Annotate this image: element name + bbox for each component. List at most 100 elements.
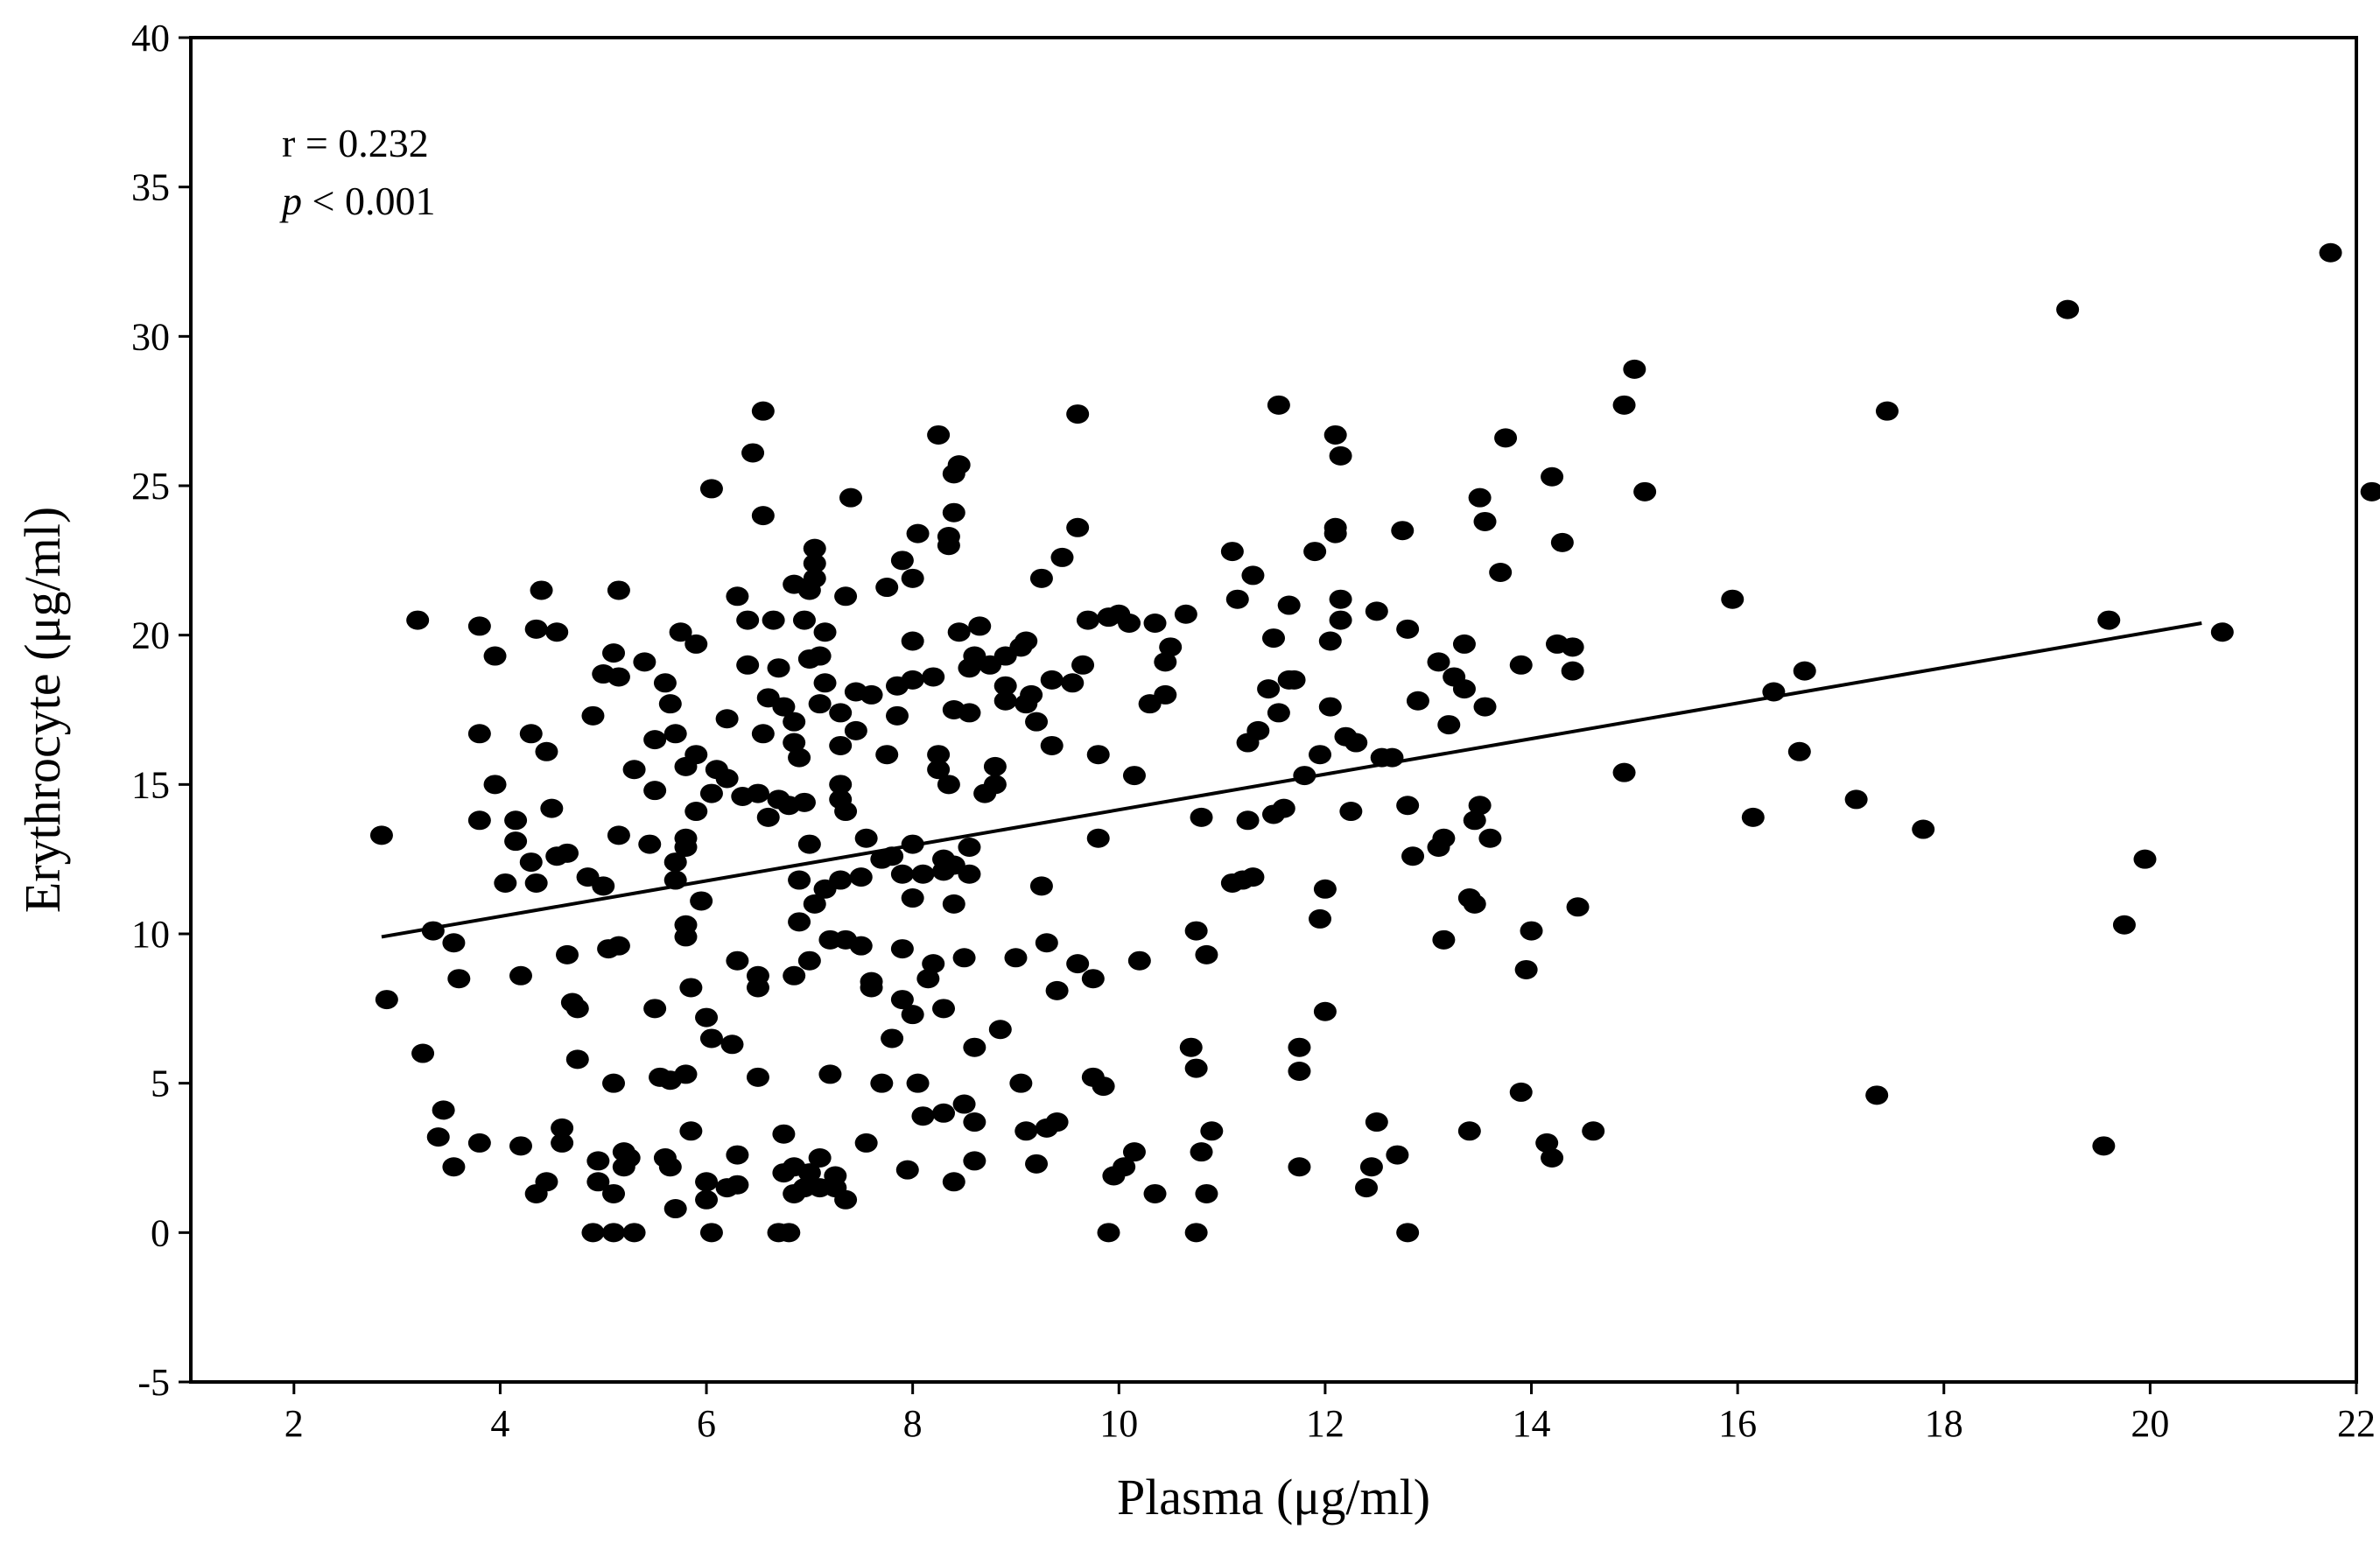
data-point <box>643 999 666 1018</box>
data-point <box>468 810 491 830</box>
data-point <box>427 1127 450 1147</box>
data-point <box>772 1125 795 1144</box>
data-point <box>1432 829 1455 848</box>
data-point <box>618 1148 641 1168</box>
data-point <box>1185 922 1208 941</box>
data-point <box>1077 611 1099 630</box>
data-point <box>948 622 971 642</box>
data-point <box>602 643 625 663</box>
data-point <box>659 1157 682 1176</box>
data-point <box>509 1136 532 1155</box>
data-point <box>798 835 821 854</box>
data-point <box>943 503 965 523</box>
data-point <box>1288 1062 1310 1081</box>
data-point <box>1510 1083 1533 1102</box>
data-point <box>1474 512 1497 531</box>
data-point <box>685 802 707 821</box>
data-point <box>943 894 965 914</box>
data-point <box>1474 698 1497 717</box>
data-point <box>1030 569 1053 588</box>
data-point <box>1401 846 1424 866</box>
data-point <box>788 912 811 931</box>
data-points <box>370 136 2380 1242</box>
data-point <box>726 951 748 971</box>
data-point <box>1066 404 1089 424</box>
data-point <box>1190 1142 1213 1161</box>
data-point <box>1226 590 1249 609</box>
data-point <box>468 616 491 635</box>
data-point <box>602 1184 625 1203</box>
data-point <box>829 775 852 794</box>
data-point <box>695 1008 718 1027</box>
data-point <box>2320 243 2342 263</box>
y-tick-label: 0 <box>151 1211 170 1254</box>
data-point <box>592 876 614 895</box>
data-point <box>881 1028 903 1048</box>
data-point <box>1288 1038 1310 1057</box>
data-point <box>2056 300 2079 319</box>
data-point <box>1355 1178 1378 1197</box>
data-point <box>509 966 532 985</box>
data-point <box>788 748 811 768</box>
data-point <box>1004 948 1027 967</box>
data-point <box>695 1172 718 1191</box>
data-point <box>1437 715 1460 734</box>
data-point <box>809 694 832 713</box>
data-point <box>891 551 914 570</box>
data-point <box>432 1100 455 1119</box>
y-tick-label: 15 <box>131 763 170 806</box>
data-point <box>902 1005 924 1024</box>
data-point <box>376 990 398 1009</box>
data-point <box>911 865 934 884</box>
data-point <box>768 658 790 677</box>
data-point <box>1273 799 1295 818</box>
data-point <box>829 703 852 722</box>
data-point <box>902 631 924 650</box>
data-point <box>1025 712 1048 732</box>
data-point <box>1391 521 1414 540</box>
data-point <box>922 954 944 973</box>
data-point <box>1396 620 1419 639</box>
data-point <box>907 1074 930 1093</box>
data-point <box>545 622 568 642</box>
data-point <box>1633 482 1656 501</box>
data-point <box>902 888 924 908</box>
data-point <box>809 647 832 666</box>
data-point <box>1407 691 1429 711</box>
data-point <box>953 948 976 967</box>
data-point <box>963 1112 986 1132</box>
data-point <box>1303 542 1326 561</box>
data-point <box>1510 656 1533 675</box>
data-point <box>747 978 769 997</box>
data-point <box>1030 876 1053 895</box>
data-point <box>2133 850 2156 869</box>
data-point <box>664 1199 687 1218</box>
data-point <box>1912 820 1934 839</box>
data-point <box>834 1190 857 1210</box>
x-tick-label: 14 <box>1513 1402 1551 1445</box>
data-point <box>1092 1077 1115 1096</box>
data-point <box>370 825 393 845</box>
data-point <box>525 873 548 893</box>
data-point <box>860 685 883 705</box>
data-point <box>793 611 816 630</box>
data-point <box>860 972 883 992</box>
data-point <box>442 1157 465 1176</box>
data-point <box>752 506 775 525</box>
data-point <box>984 775 1007 794</box>
data-point <box>1330 590 1352 609</box>
data-point <box>447 969 470 988</box>
data-point <box>1144 614 1167 633</box>
x-tick-label: 12 <box>1306 1402 1344 1445</box>
data-point <box>850 936 873 956</box>
data-point <box>1087 829 1110 848</box>
data-point <box>1721 590 1744 609</box>
data-point <box>1551 533 1574 552</box>
data-point <box>700 1028 723 1048</box>
data-point <box>1427 652 1450 671</box>
data-point <box>1123 766 1146 785</box>
data-point <box>1876 402 1899 421</box>
data-point <box>494 873 516 893</box>
data-point <box>726 1175 748 1195</box>
data-point <box>679 978 702 997</box>
